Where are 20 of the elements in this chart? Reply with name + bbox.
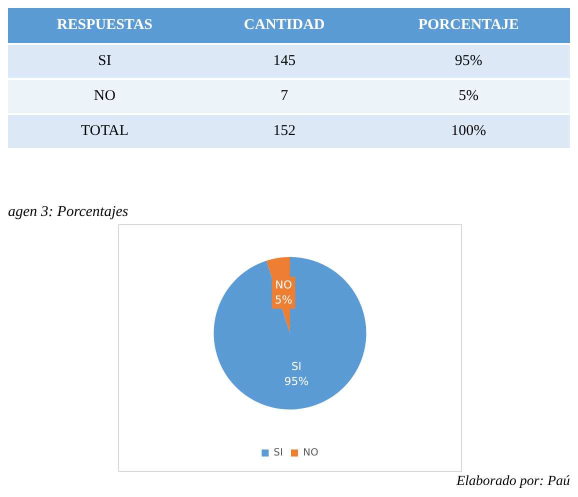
text: CANTIDAD xyxy=(201,8,368,44)
data-label: 95% xyxy=(284,374,309,388)
text: PORCENTAJE xyxy=(367,8,570,44)
text: Elaborado por: Paú xyxy=(456,474,570,490)
text: RESPUESTAS xyxy=(8,8,202,44)
text: 100% xyxy=(451,123,486,139)
text: 145 xyxy=(201,44,368,79)
legend-label: NO xyxy=(302,448,318,458)
text: 5% xyxy=(458,88,479,104)
text: 7 xyxy=(201,79,368,114)
category-label: NO xyxy=(94,88,116,104)
text: agen 3: Porcentajes xyxy=(8,204,128,221)
data-label: 5% xyxy=(274,294,292,307)
text: 152 xyxy=(273,123,296,139)
slice-label: SI xyxy=(291,360,302,373)
text: 95% xyxy=(454,53,482,69)
text: TOTAL xyxy=(8,114,202,148)
slice-label: NO xyxy=(275,278,292,292)
legend-label: SI xyxy=(274,448,283,458)
category-label: SI xyxy=(98,53,112,69)
